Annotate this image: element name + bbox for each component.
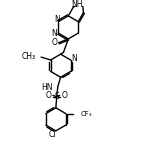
- Text: N: N: [54, 15, 60, 24]
- Text: O: O: [61, 91, 67, 100]
- Text: O: O: [45, 91, 51, 100]
- Text: N: N: [52, 29, 57, 38]
- Text: Cl: Cl: [48, 130, 56, 139]
- Text: NH: NH: [72, 0, 83, 9]
- Text: CF₃: CF₃: [80, 111, 92, 117]
- Text: CH₃: CH₃: [21, 52, 35, 61]
- Text: O: O: [52, 38, 58, 47]
- Text: S: S: [54, 92, 59, 101]
- Text: HN: HN: [41, 83, 53, 92]
- Text: N: N: [72, 54, 77, 63]
